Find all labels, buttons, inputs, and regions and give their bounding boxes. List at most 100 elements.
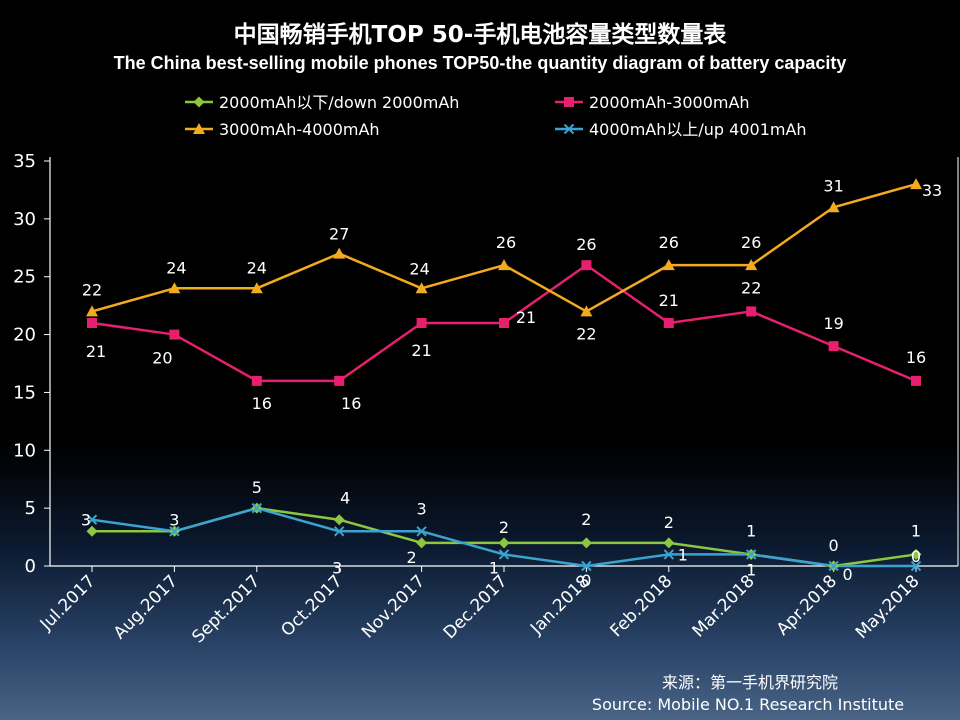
data-label-s3-4: 27	[329, 225, 349, 244]
data-label-s1-11: 1	[911, 521, 921, 540]
y-tick-label: 15	[13, 382, 36, 403]
data-point-s1-11	[910, 548, 922, 560]
data-label-s4-8: 1	[678, 545, 688, 564]
data-point-s1-5	[416, 537, 428, 549]
data-label-s2-6: 21	[516, 308, 536, 327]
data-label-s3-3: 24	[247, 258, 267, 277]
data-label-s1-7: 2	[581, 510, 591, 529]
x-axis-ticks: Jul.2017 Aug.2017 Sept.2017 Oct.2017 Nov.201…	[36, 566, 924, 647]
x-tick-label: May.2018	[852, 571, 924, 643]
data-label-s3-6: 26	[496, 233, 516, 252]
data-label-s1-1: 3	[81, 510, 91, 529]
data-label-s2-2: 20	[152, 349, 172, 368]
data-point-s4-10	[828, 560, 839, 572]
data-point-s3-9	[745, 259, 758, 271]
data-point-s3-8	[662, 259, 675, 271]
data-point-s1-8	[663, 537, 675, 549]
data-point-s1-1	[86, 525, 98, 537]
data-point-s3-6	[498, 259, 510, 271]
legend-label-2: 2000mAh-3000mAh	[589, 93, 750, 112]
data-label-s2-8: 21	[659, 291, 679, 310]
data-point-s4-6	[498, 549, 510, 560]
data-label-s2-3: 16	[252, 394, 272, 413]
legend-marker-2	[564, 97, 574, 107]
data-point-s4-9	[745, 549, 757, 560]
data-point-s2-2	[169, 329, 180, 340]
series-markers	[86, 178, 922, 572]
data-label-s4-4: 3	[332, 558, 342, 577]
data-point-s3-10	[827, 201, 840, 213]
x-tick-label: Mar.2018	[689, 571, 759, 641]
data-label-s3-10: 31	[823, 176, 843, 195]
data-point-s3-4	[333, 247, 346, 259]
y-tick-label: 30	[13, 209, 36, 230]
data-label-s3-7: 22	[576, 324, 596, 343]
data-point-s3-5	[415, 282, 428, 294]
data-point-s4-4	[333, 526, 345, 537]
data-point-s4-11	[910, 560, 922, 572]
data-label-s3-11: 33	[922, 181, 942, 200]
y-tick-label: 35	[13, 151, 36, 172]
series-line-4	[91, 506, 916, 568]
legend-marker-4	[563, 123, 575, 135]
data-label-s3-2: 24	[166, 258, 186, 277]
y-tick-label: 5	[25, 498, 36, 519]
legend-label-3: 3000mAh-4000mAh	[219, 120, 380, 139]
legend: 2000mAh以下/down 2000mAh 2000mAh-3000mAh 300…	[185, 93, 807, 139]
y-tick-label: 10	[13, 440, 36, 461]
data-label-s4-11: 0	[911, 547, 921, 566]
data-point-s4-5	[416, 526, 427, 537]
data-label-s4-6: 1	[489, 558, 499, 577]
data-point-s2-6	[499, 318, 509, 328]
data-point-s2-4	[334, 375, 345, 386]
chart-title: 中国畅销手机TOP 50-手机电池容量类型数量表	[234, 21, 728, 48]
data-point-s3-1	[86, 305, 98, 317]
data-label-s2-7: 26	[576, 235, 596, 254]
legend-label-1: 2000mAh以下/down 2000mAh	[219, 93, 459, 112]
data-point-s3-7	[580, 305, 593, 317]
data-label-s4-7: 0	[581, 571, 591, 590]
data-label-s1-2: 3	[169, 510, 179, 529]
legend-marker-1	[193, 96, 205, 108]
data-label-s3-1: 22	[82, 280, 102, 299]
data-point-s4-7	[581, 560, 592, 572]
x-tick-label: Dec.2017	[440, 571, 512, 643]
data-point-s1-4	[333, 514, 345, 526]
data-point-s3-2	[168, 282, 181, 294]
data-label-s2-1: 21	[86, 342, 106, 361]
data-point-s1-6	[498, 537, 510, 549]
data-label-s3-8: 26	[659, 233, 679, 252]
data-label-s1-6: 2	[499, 518, 509, 537]
data-label-s2-11: 16	[906, 348, 926, 367]
data-point-s2-5	[416, 318, 427, 328]
source-cn: 来源：第一手机界研究院	[662, 673, 838, 692]
x-tick-label: Nov.2017	[358, 571, 429, 642]
data-point-s4-1	[86, 514, 98, 525]
data-label-s1-5: 2	[407, 548, 417, 567]
data-point-s4-8	[663, 549, 675, 560]
data-label-s4-9: 1	[746, 560, 756, 579]
data-point-s1-7	[580, 537, 592, 549]
data-label-s1-3: 5	[252, 478, 262, 497]
data-label-s1-10: 0	[829, 536, 839, 555]
data-label-s1-8: 2	[664, 513, 674, 532]
data-point-s3-3	[250, 282, 263, 294]
series-line-1	[92, 506, 917, 568]
x-tick-label: Sept.2017	[188, 571, 264, 647]
y-axis-ticks: 0 5 10 15 20 25 30 35	[13, 151, 50, 577]
data-point-s2-7	[581, 260, 592, 271]
data-point-s2-8	[663, 318, 674, 328]
data-label-s4-5: 3	[417, 499, 427, 518]
data-label-s4-10: 0	[843, 565, 853, 584]
x-tick-label: Feb.2018	[606, 571, 676, 641]
data-point-s4-3	[251, 502, 263, 514]
data-point-s2-10	[828, 341, 839, 352]
data-label-s3-9: 26	[741, 233, 761, 252]
y-tick-label: 0	[25, 556, 36, 577]
data-point-s2-9	[746, 306, 757, 317]
data-label-s2-10: 19	[823, 314, 843, 333]
y-tick-label: 25	[13, 267, 36, 288]
chart-subtitle: The China best-selling mobile phones TOP…	[114, 53, 847, 73]
x-tick-label: Jul.2017	[36, 571, 100, 635]
